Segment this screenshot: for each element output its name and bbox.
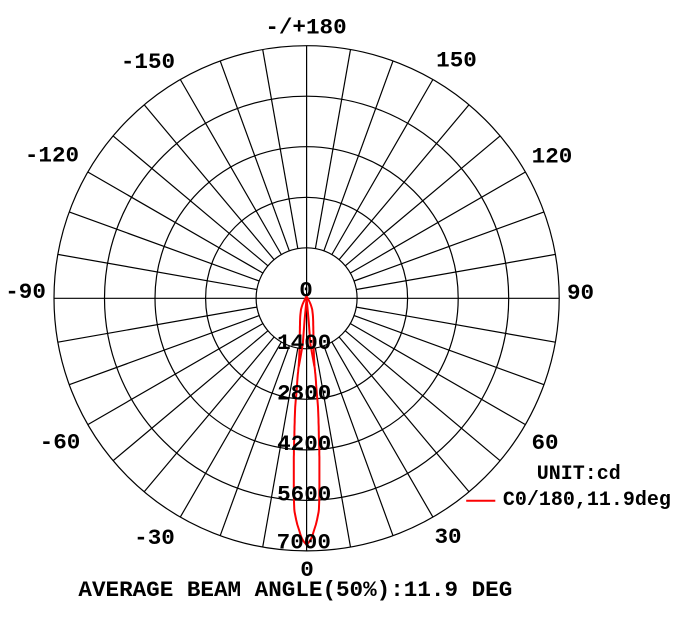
svg-text:4200: 4200 — [277, 431, 331, 457]
svg-text:90: 90 — [567, 280, 594, 306]
svg-text:7000: 7000 — [277, 530, 331, 556]
svg-text:-150: -150 — [121, 49, 175, 75]
svg-text:5600: 5600 — [277, 482, 331, 508]
svg-text:30: 30 — [434, 524, 461, 550]
svg-text:AVERAGE BEAM ANGLE(50%):11.9 D: AVERAGE BEAM ANGLE(50%):11.9 DEG — [78, 577, 512, 603]
svg-text:60: 60 — [531, 430, 558, 456]
svg-text:120: 120 — [532, 143, 573, 169]
svg-text:-/+180: -/+180 — [265, 14, 346, 40]
svg-text:-60: -60 — [40, 430, 81, 456]
svg-text:1400: 1400 — [277, 330, 331, 356]
svg-text:C0/180,11.9deg: C0/180,11.9deg — [503, 489, 671, 512]
svg-text:-120: -120 — [25, 143, 79, 169]
svg-text:-30: -30 — [134, 525, 175, 551]
svg-text:2800: 2800 — [277, 380, 331, 406]
svg-text:-90: -90 — [5, 279, 46, 305]
svg-text:0: 0 — [300, 557, 314, 583]
svg-text:150: 150 — [436, 48, 477, 74]
svg-text:UNIT:cd: UNIT:cd — [537, 463, 621, 486]
